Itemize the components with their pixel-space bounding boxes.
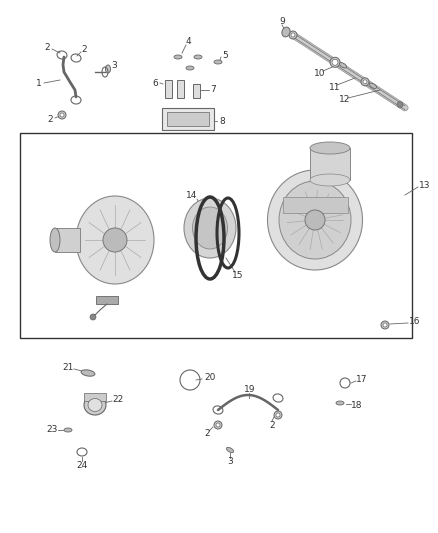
Ellipse shape [214,60,222,64]
Text: 2: 2 [204,430,210,439]
Ellipse shape [336,401,344,405]
Text: 8: 8 [219,117,225,125]
Text: 3: 3 [111,61,117,69]
Text: 9: 9 [279,18,285,27]
Text: 18: 18 [351,400,363,409]
Ellipse shape [192,207,227,249]
Text: 4: 4 [185,37,191,46]
Bar [55,228,80,252]
Ellipse shape [58,111,66,119]
Ellipse shape [50,228,60,252]
Ellipse shape [60,113,64,117]
Text: 1: 1 [36,78,42,87]
Ellipse shape [383,323,387,327]
Text: 7: 7 [210,85,216,94]
Ellipse shape [226,447,233,453]
Text: 22: 22 [113,395,124,405]
Circle shape [103,228,127,252]
Text: 21: 21 [62,364,74,373]
Text: 23: 23 [46,425,58,434]
Ellipse shape [332,59,338,66]
Ellipse shape [361,78,369,86]
Ellipse shape [276,413,280,417]
Ellipse shape [64,428,72,432]
Ellipse shape [76,196,154,284]
Ellipse shape [214,421,222,429]
Text: 12: 12 [339,95,351,104]
Text: 20: 20 [204,374,215,383]
Text: 17: 17 [356,376,368,384]
Ellipse shape [339,63,346,68]
Text: 16: 16 [409,318,421,327]
Ellipse shape [310,174,350,186]
Bar [84,393,106,401]
Ellipse shape [216,423,220,427]
Bar [283,197,348,213]
Ellipse shape [84,395,106,415]
Ellipse shape [106,65,110,73]
Text: 3: 3 [227,457,233,466]
Text: 2: 2 [47,115,53,124]
Text: 2: 2 [44,44,50,52]
Ellipse shape [186,66,194,70]
Text: 19: 19 [244,385,256,394]
Text: 2: 2 [81,45,87,54]
Text: 15: 15 [232,271,244,280]
Text: 11: 11 [329,84,341,93]
Text: 24: 24 [76,461,88,470]
Bar [310,148,350,180]
Ellipse shape [369,83,377,88]
Text: 6: 6 [152,78,158,87]
Text: 14: 14 [186,191,198,200]
Circle shape [305,210,325,230]
Ellipse shape [289,31,297,39]
Bar [177,80,184,98]
Ellipse shape [174,55,182,59]
Ellipse shape [88,399,102,411]
Ellipse shape [282,27,290,37]
Ellipse shape [184,198,236,258]
Bar [20,133,412,338]
Ellipse shape [81,370,95,376]
Bar [96,296,118,304]
Bar [193,84,200,98]
Bar [165,80,172,98]
Text: 2: 2 [269,421,275,430]
Text: 5: 5 [222,51,228,60]
Ellipse shape [381,321,389,329]
Bar [167,112,209,126]
Ellipse shape [310,142,350,154]
Circle shape [90,314,96,320]
Circle shape [397,102,403,108]
Text: 10: 10 [314,69,326,77]
Ellipse shape [268,170,363,270]
Ellipse shape [274,411,282,419]
Ellipse shape [279,181,351,259]
Ellipse shape [363,80,367,84]
Ellipse shape [330,58,340,67]
FancyBboxPatch shape [162,108,214,130]
Ellipse shape [194,55,202,59]
Ellipse shape [291,33,295,37]
Text: 13: 13 [419,181,431,190]
